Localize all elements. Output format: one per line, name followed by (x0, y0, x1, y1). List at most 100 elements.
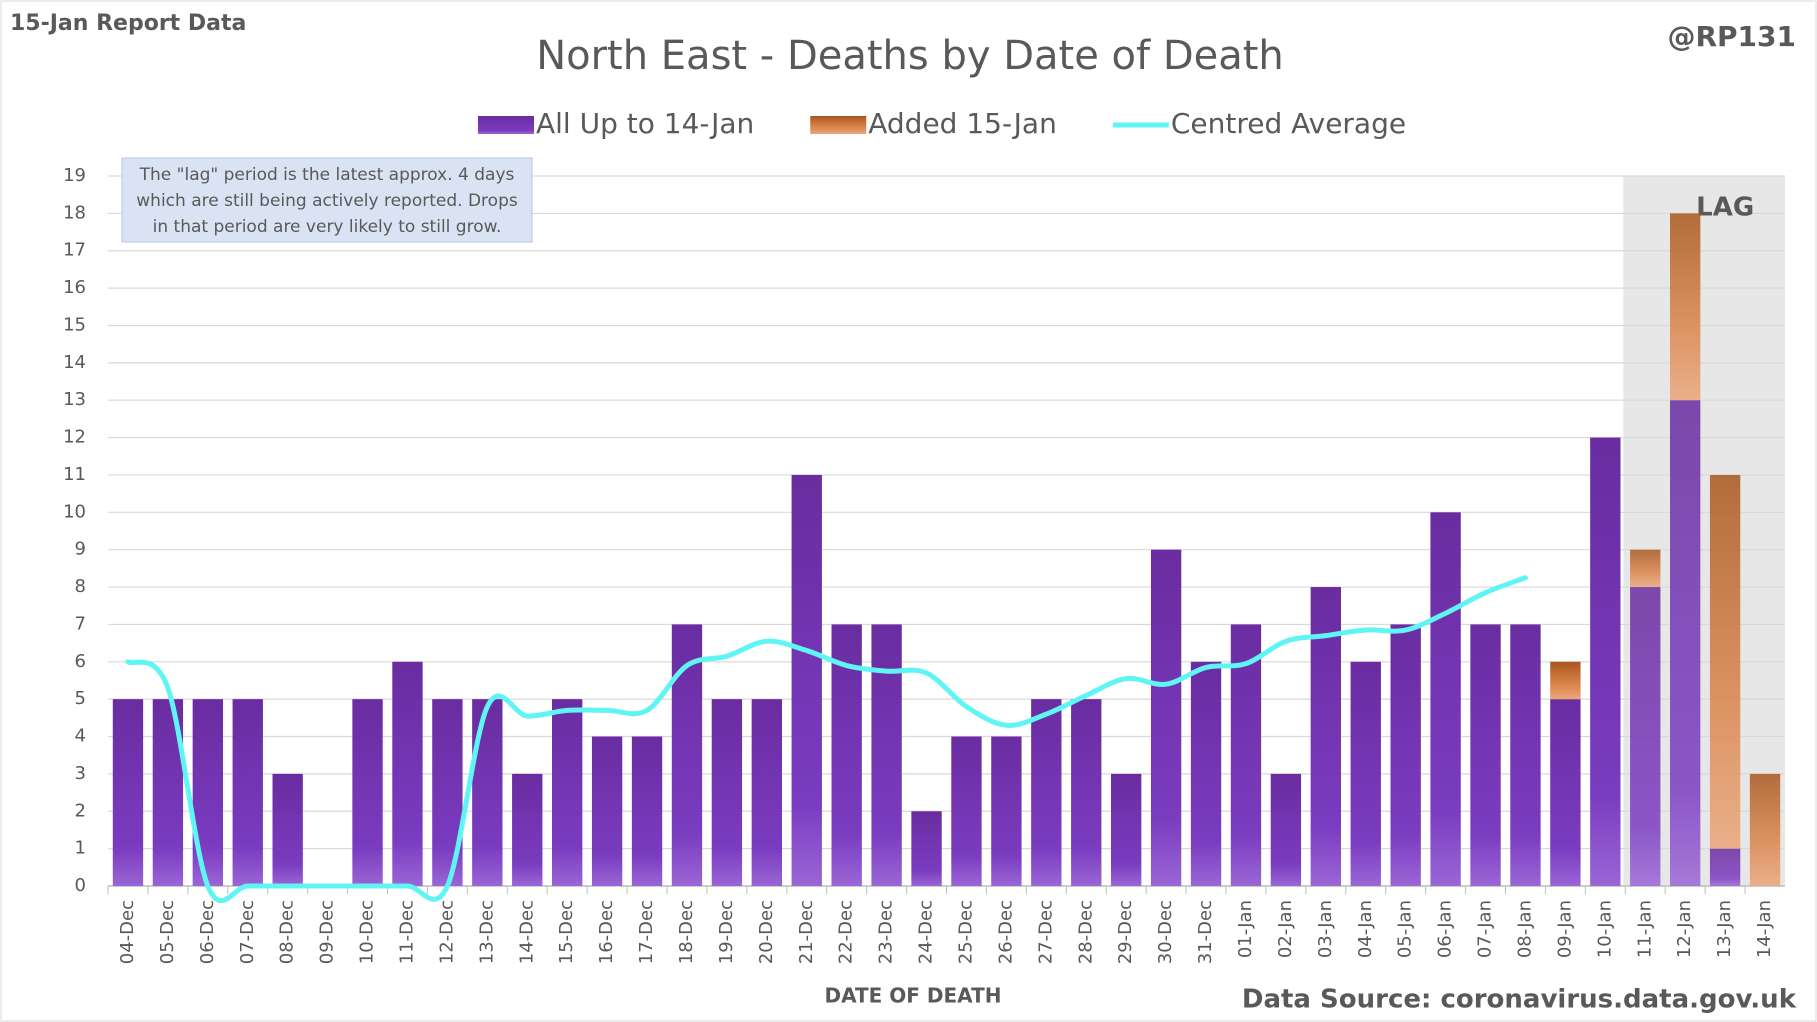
x-tick-label: 23-Dec (876, 900, 897, 964)
x-tick-label: 10-Dec (357, 900, 378, 964)
x-tick-label: 17-Dec (636, 900, 657, 964)
x-tick-label: 09-Dec (317, 900, 338, 964)
x-tick-label: 31-Dec (1195, 900, 1216, 964)
bar (392, 661, 423, 886)
bar (352, 699, 383, 886)
y-tick-label: 15 (63, 314, 86, 335)
y-tick-label: 2 (75, 800, 86, 821)
x-tick-label: 08-Jan (1514, 900, 1535, 958)
note-text: The "lag" period is the latest approx. 4… (139, 165, 515, 185)
bar (991, 736, 1022, 886)
y-tick-label: 19 (63, 165, 86, 186)
bar (472, 699, 503, 886)
chart-title: North East - Deaths by Date of Death (536, 33, 1284, 79)
y-tick-label: 12 (63, 427, 86, 448)
x-tick-label: 07-Jan (1475, 900, 1496, 958)
bar (552, 699, 583, 886)
x-tick-label: 14-Jan (1754, 900, 1775, 958)
x-tick-label: 13-Jan (1714, 900, 1735, 958)
x-tick-label: 06-Dec (197, 900, 218, 964)
legend-label: All Up to 14-Jan (536, 107, 754, 140)
legend: All Up to 14-Jan Added 15-Jan Centred Aver… (478, 107, 1406, 140)
x-tick-label: 11-Dec (396, 900, 417, 964)
note-box (121, 157, 533, 243)
legend-label: Added 15-Jan (868, 107, 1057, 140)
x-tick-label: 28-Dec (1075, 900, 1096, 964)
x-tick-label: 21-Dec (796, 900, 817, 964)
y-tick-label: 11 (63, 464, 86, 485)
source: Data Source: coronavirus.data.gov.uk (1242, 985, 1797, 1015)
bar (192, 699, 223, 886)
x-tick-label: 22-Dec (836, 900, 857, 964)
x-tick-label: 16-Dec (596, 900, 617, 964)
bar (1630, 587, 1661, 886)
x-tick-label: 19-Dec (716, 900, 737, 964)
y-tick-label: 0 (75, 875, 86, 896)
bar (1630, 549, 1661, 588)
bar (951, 736, 982, 886)
average-line (125, 575, 1528, 904)
x-tick-label: 29-Dec (1115, 900, 1136, 964)
x-tick-label: 20-Dec (756, 900, 777, 964)
x-tick-label: 04-Dec (117, 900, 138, 964)
x-tick-label: 14-Dec (516, 900, 537, 964)
y-tick-label: 16 (63, 277, 86, 298)
bar (871, 624, 902, 886)
x-tick-label: 30-Dec (1155, 900, 1176, 964)
bar (1230, 624, 1262, 886)
y-tick-label: 9 (75, 539, 86, 560)
lag-label: LAG (1696, 193, 1754, 223)
bar (1071, 699, 1102, 886)
bar (791, 474, 822, 886)
bar (1709, 848, 1741, 886)
y-tick-label: 18 (63, 202, 86, 223)
x-tick-label: 09-Jan (1554, 900, 1575, 958)
x-tick-label: 03-Jan (1315, 900, 1336, 958)
note-text: in that period are very likely to still … (153, 217, 502, 237)
y-tick-label: 13 (63, 389, 86, 410)
bar (911, 811, 942, 886)
x-tick-label: 08-Dec (277, 900, 298, 964)
y-tick-label: 5 (75, 688, 86, 709)
bar (1709, 474, 1741, 849)
y-tick-label: 17 (63, 240, 86, 261)
subtitle: 15-Jan Report Data (10, 11, 246, 36)
x-tick-label: 15-Dec (556, 900, 577, 964)
x-tick-label: 06-Jan (1435, 900, 1456, 958)
bar (272, 773, 303, 886)
legend-swatch (810, 116, 867, 134)
bar (1749, 773, 1781, 886)
x-tick-label: 18-Dec (676, 900, 697, 964)
x-tick-label: 02-Jan (1275, 900, 1296, 958)
x-tick-label: 05-Dec (157, 900, 178, 964)
bar (711, 699, 743, 886)
bar (1670, 400, 1701, 886)
x-tick-label: 24-Dec (916, 900, 937, 964)
note-text: which are still being actively reported.… (136, 191, 518, 211)
bar (1470, 624, 1501, 886)
y-tick-label: 1 (75, 838, 86, 859)
legend-swatch (478, 116, 534, 134)
x-tick-label: 13-Dec (476, 900, 497, 964)
bar (591, 736, 623, 886)
y-tick-label: 14 (63, 352, 86, 373)
y-tick-label: 3 (75, 763, 86, 784)
y-tick-label: 10 (63, 501, 86, 522)
x-tick-label: 26-Dec (995, 900, 1016, 964)
bar (232, 699, 263, 886)
x-axis-label: DATE OF DEATH (825, 984, 1002, 1008)
x-tick-label: 04-Jan (1355, 900, 1376, 958)
credit: @RP131 (1667, 20, 1796, 53)
bar (1270, 773, 1302, 886)
bar (1590, 437, 1621, 886)
x-tick-label: 07-Dec (237, 900, 258, 964)
x-tick-label: 01-Jan (1235, 900, 1256, 958)
y-tick-label: 6 (75, 651, 86, 672)
bar (1031, 699, 1062, 886)
bar (1550, 699, 1581, 886)
y-tick-label: 4 (75, 726, 86, 747)
x-tick-label: 05-Jan (1395, 900, 1416, 958)
x-tick-label: 11-Jan (1634, 900, 1655, 958)
bar (631, 736, 663, 886)
bar (512, 773, 543, 886)
